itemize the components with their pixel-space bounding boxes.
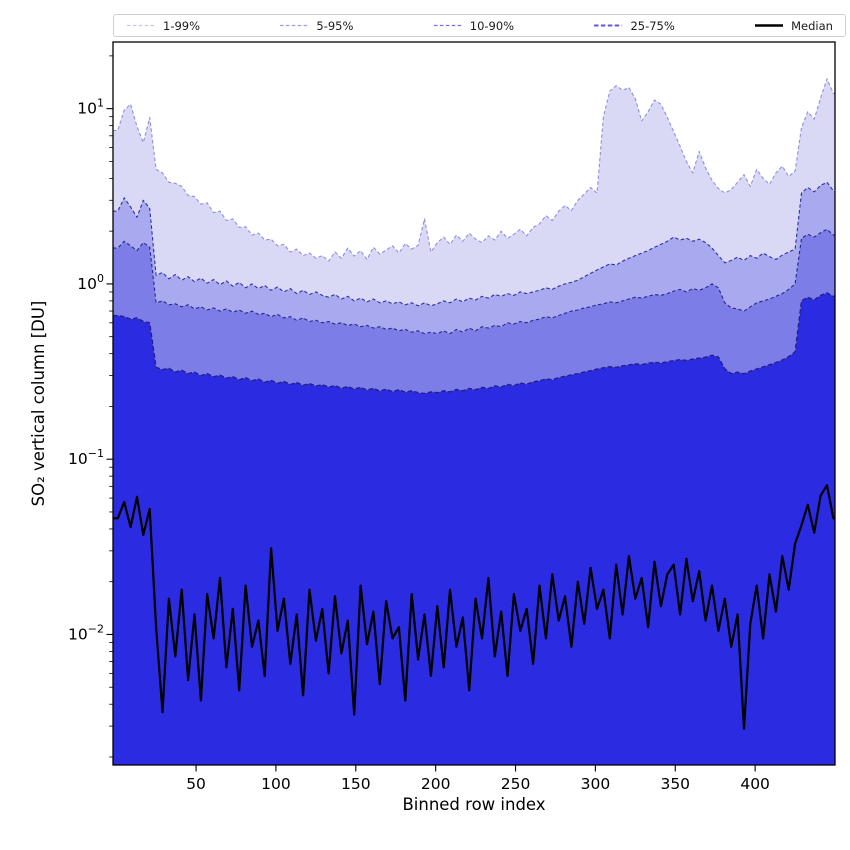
- band-10-90%: [113, 229, 835, 394]
- curve-10-90%: [113, 228, 835, 335]
- x-tick-label: 300: [581, 775, 611, 793]
- legend-item-5-95%: 5-95%: [279, 19, 353, 33]
- legend-label: 5-95%: [316, 18, 354, 33]
- x-axis: 50 100 150 200 250 300 350 400: [186, 765, 770, 793]
- x-tick-label: 400: [740, 775, 770, 793]
- median-line: [113, 484, 835, 730]
- x-tick-label: 50: [186, 775, 206, 793]
- legend-item-median: Median: [754, 19, 833, 33]
- legend: 1-99% 5-95% 10-90% 25-75% Median: [113, 14, 846, 37]
- curve-1-99%: [113, 78, 835, 262]
- x-tick-label: 350: [660, 775, 690, 793]
- y-axis: 101 100 10−1 10−2: [68, 55, 113, 758]
- x-tick-label: 150: [341, 775, 371, 793]
- y-tick-label: 101: [77, 97, 104, 118]
- y-tick-label: 10−2: [68, 622, 104, 643]
- y-axis-label: SO₂ vertical column [DU]: [29, 301, 48, 507]
- legend-line-swatch: [127, 24, 155, 27]
- legend-line-swatch: [755, 24, 784, 27]
- legend-label: 25-75%: [630, 18, 675, 33]
- legend-label: 1-99%: [163, 18, 201, 33]
- x-tick-label: 200: [421, 775, 451, 793]
- x-tick-label: 250: [501, 775, 531, 793]
- legend-label: Median: [791, 18, 833, 33]
- legend-item-1-99%: 1-99%: [126, 19, 200, 33]
- band-1-99%: [113, 78, 835, 306]
- legend-item-10-90%: 10-90%: [433, 19, 514, 33]
- legend-line-swatch: [594, 24, 623, 27]
- legend-label: 10-90%: [469, 18, 515, 33]
- x-axis-label: Binned row index: [402, 795, 545, 814]
- legend-line-swatch: [280, 24, 309, 27]
- x-tick-label: 100: [261, 775, 291, 793]
- legend-item-25-75%: 25-75%: [593, 18, 675, 33]
- band-5-95%: [113, 182, 835, 334]
- y-tick-label: 10−1: [68, 447, 104, 468]
- curve-25-75%: [113, 292, 835, 395]
- plot-frame: [112, 41, 836, 766]
- curve-5-95%: [113, 181, 835, 307]
- legend-line-swatch: [433, 24, 462, 27]
- y-tick-label: 100: [77, 272, 104, 293]
